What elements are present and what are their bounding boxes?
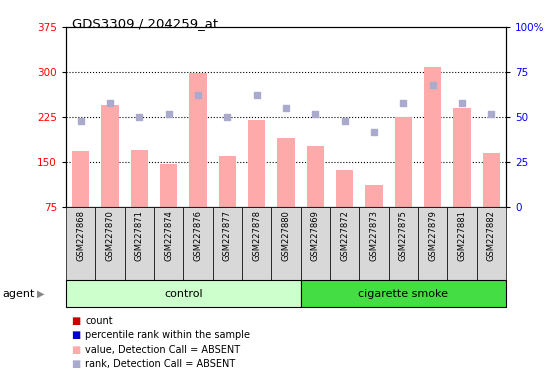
Bar (336, 170, 354, 253)
Bar (160, 164, 178, 253)
Text: GSM227870: GSM227870 (106, 210, 114, 261)
Text: GDS3309 / 204259_at: GDS3309 / 204259_at (72, 17, 218, 30)
Bar (477, 207, 506, 280)
Bar (447, 207, 477, 280)
Point (340, 118, 349, 124)
Bar (95, 207, 125, 280)
Bar (101, 105, 119, 253)
Text: ▶: ▶ (37, 289, 45, 299)
Bar (301, 280, 506, 307)
Point (282, 105, 290, 111)
Bar (359, 207, 389, 280)
Bar (389, 207, 418, 280)
Text: GSM227869: GSM227869 (311, 210, 320, 261)
Bar (66, 280, 301, 307)
Bar (424, 67, 442, 253)
Text: GSM227871: GSM227871 (135, 210, 144, 261)
Point (135, 114, 144, 120)
Bar (248, 120, 266, 253)
Bar (301, 207, 330, 280)
Text: GSM227868: GSM227868 (76, 210, 85, 261)
Text: count: count (85, 316, 113, 326)
Bar (154, 207, 183, 280)
Point (399, 99, 408, 106)
Bar (242, 207, 271, 280)
Text: ■: ■ (72, 359, 81, 369)
Point (223, 114, 232, 120)
Point (252, 93, 261, 99)
Text: rank, Detection Call = ABSENT: rank, Detection Call = ABSENT (85, 359, 235, 369)
Bar (72, 151, 90, 253)
Bar (183, 207, 213, 280)
Point (370, 129, 378, 135)
Text: GSM227878: GSM227878 (252, 210, 261, 261)
Text: GSM227879: GSM227879 (428, 210, 437, 261)
Text: GSM227877: GSM227877 (223, 210, 232, 261)
Bar (394, 117, 412, 253)
Text: ■: ■ (72, 345, 81, 355)
Point (106, 99, 114, 106)
Point (194, 93, 202, 99)
Bar (130, 150, 148, 253)
Bar (453, 108, 471, 253)
Text: GSM227874: GSM227874 (164, 210, 173, 261)
Text: GSM227880: GSM227880 (282, 210, 290, 261)
Bar (213, 207, 242, 280)
Text: cigarette smoke: cigarette smoke (359, 289, 448, 299)
Point (458, 99, 466, 106)
Bar (277, 138, 295, 253)
Bar (125, 207, 154, 280)
Text: GSM227873: GSM227873 (370, 210, 378, 261)
Point (487, 111, 496, 117)
Bar (218, 156, 236, 253)
Bar (66, 207, 95, 280)
Text: GSM227876: GSM227876 (194, 210, 202, 261)
Bar (271, 207, 301, 280)
Text: GSM227881: GSM227881 (458, 210, 466, 261)
Point (76, 118, 85, 124)
Text: control: control (164, 289, 202, 299)
Text: GSM227882: GSM227882 (487, 210, 496, 261)
Bar (418, 207, 447, 280)
Bar (306, 146, 324, 253)
Text: GSM227872: GSM227872 (340, 210, 349, 261)
Bar (330, 207, 359, 280)
Point (164, 111, 173, 117)
Bar (482, 153, 500, 253)
Text: ■: ■ (72, 316, 81, 326)
Text: value, Detection Call = ABSENT: value, Detection Call = ABSENT (85, 345, 240, 355)
Point (311, 111, 320, 117)
Point (428, 81, 437, 88)
Text: agent: agent (3, 289, 35, 299)
Text: percentile rank within the sample: percentile rank within the sample (85, 330, 250, 340)
Bar (189, 73, 207, 253)
Bar (365, 185, 383, 253)
Text: GSM227875: GSM227875 (399, 210, 408, 261)
Text: ■: ■ (72, 330, 81, 340)
